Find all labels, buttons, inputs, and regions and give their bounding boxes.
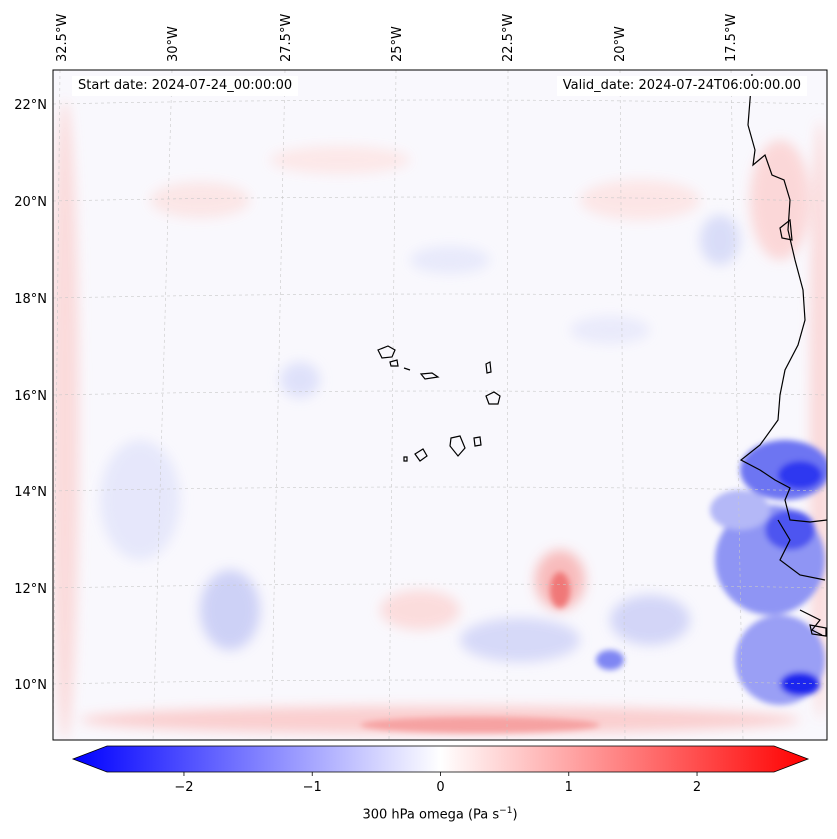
colorbar-tick-label: 0 [436,780,444,795]
lon-label: 22.5°W [501,14,516,62]
colorbar-label-exponent: −1 [499,806,513,816]
lon-label: 20°W [613,26,628,62]
colorbar-ticks: −2 −1 0 1 2 [174,772,701,795]
lon-label: 25°W [390,26,405,62]
colorbar-tick-label: 1 [565,780,573,795]
lon-label: 32.5°W [55,14,70,62]
lat-label: 20°N [14,195,47,210]
lat-label: 16°N [14,389,47,404]
lat-label: 12°N [14,582,47,597]
lon-label: 17.5°W [724,14,739,62]
lat-label: 14°N [14,485,47,500]
map-panel [52,69,828,741]
lon-label: 30°W [166,26,181,62]
map-frame [52,69,828,741]
map-background [53,70,827,740]
valid-date-label: Valid_date: 2024-07-24T06:00:00.00 [556,76,807,96]
colorbar-label-text: 300 hPa omega (Pa s [362,807,500,823]
colorbar-body [71,745,810,773]
latitude-labels: 22°N 20°N 18°N 16°N 14°N 12°N 10°N [14,98,47,693]
colorbar-label: 300 hPa omega (Pa s−1) [0,806,837,822]
colorbar-tick-label: −1 [303,780,322,795]
omega-field [53,100,827,740]
lat-label: 18°N [14,292,47,307]
colorbar: −2 −1 0 1 2 [71,745,810,795]
colorbar-tick-label: 2 [693,780,701,795]
lat-label: 10°N [14,678,47,693]
longitude-labels: 32.5°W 30°W 27.5°W 25°W 22.5°W 20°W 17.5… [55,14,739,62]
cape-verde-islands [377,345,501,462]
graticule [53,70,827,740]
lon-label: 27.5°W [279,14,294,62]
lat-label: 22°N [14,98,47,113]
start-date-label: Start date: 2024-07-24_00:00:00 [72,76,299,96]
colorbar-tick-label: −2 [174,780,193,795]
colorbar-label-close: ) [512,807,518,823]
coastline [739,73,827,637]
